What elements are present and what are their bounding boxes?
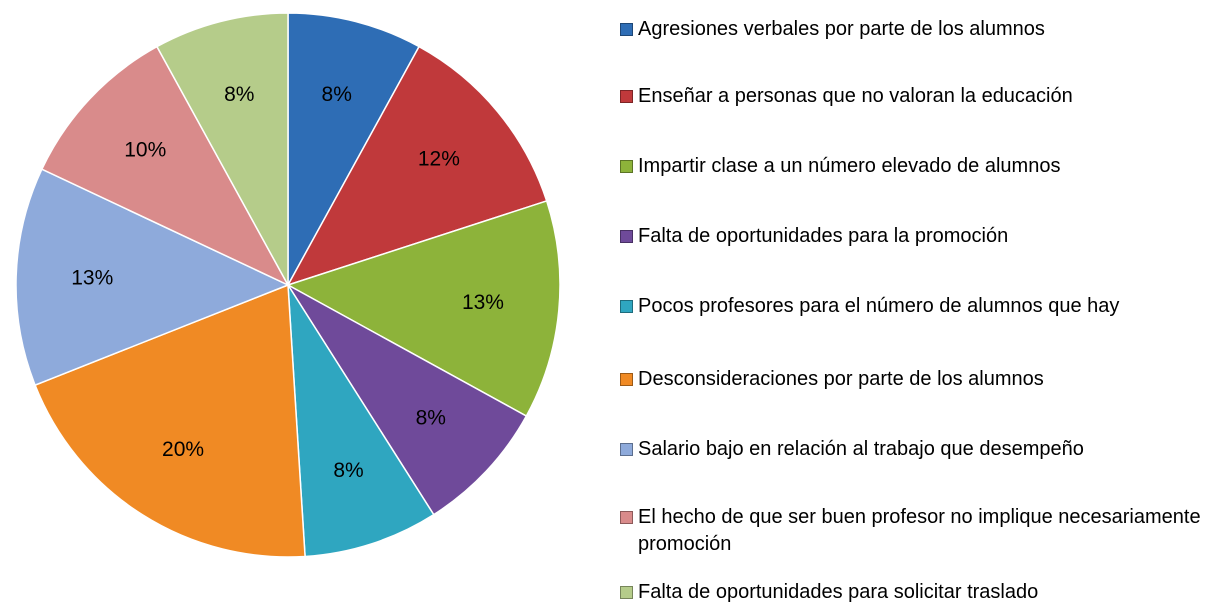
legend-swatch bbox=[620, 511, 633, 524]
legend-swatch bbox=[620, 300, 633, 313]
legend-label: El hecho de que ser buen profesor no imp… bbox=[638, 506, 1201, 555]
pie-slice bbox=[286, 45, 548, 287]
data-label: 8% bbox=[416, 407, 446, 430]
pie-slice bbox=[287, 284, 435, 558]
data-label: 8% bbox=[322, 83, 352, 106]
pie-slice bbox=[155, 12, 289, 286]
legend-item: Falta de oportunidades para la promoción bbox=[620, 223, 1220, 250]
legend-label: Pocos profesores para el número de alumn… bbox=[638, 295, 1120, 317]
legend-swatch bbox=[620, 443, 633, 456]
legend-swatch bbox=[620, 586, 633, 599]
pie-slice bbox=[287, 12, 421, 286]
pie-slice bbox=[34, 283, 306, 558]
chart: 8% 12% 13% 8% 8% 20% 13% 10% 8% bbox=[15, 12, 561, 558]
legend-item: Agresiones verbales por parte de los alu… bbox=[620, 16, 1220, 43]
legend-item: Pocos profesores para el número de alumn… bbox=[620, 293, 1220, 320]
pie-slice bbox=[40, 45, 290, 287]
pie-slice bbox=[15, 168, 290, 387]
legend-swatch bbox=[620, 160, 633, 173]
legend-item: Falta de oportunidades para solicitar tr… bbox=[620, 579, 1220, 606]
data-label: 13% bbox=[71, 266, 113, 289]
data-label: 20% bbox=[162, 438, 204, 461]
data-label: 8% bbox=[224, 83, 254, 106]
legend-label: Salario bajo en relación al trabajo que … bbox=[638, 438, 1084, 460]
data-label: 8% bbox=[333, 459, 363, 482]
legend-item: Desconsideraciones por parte de los alum… bbox=[620, 366, 1220, 393]
data-label: 13% bbox=[462, 291, 504, 314]
legend-label: Desconsideraciones por parte de los alum… bbox=[638, 368, 1044, 390]
legend-item: Impartir clase a un número elevado de al… bbox=[620, 153, 1220, 180]
data-label: 10% bbox=[124, 138, 166, 161]
legend-swatch bbox=[620, 23, 633, 36]
legend-swatch bbox=[620, 373, 633, 386]
legend-item: Enseñar a personas que no valoran la edu… bbox=[620, 83, 1220, 110]
pie-slice bbox=[286, 200, 561, 418]
legend-item: El hecho de que ser buen profesor no imp… bbox=[620, 504, 1220, 558]
legend-label: Falta de oportunidades para solicitar tr… bbox=[638, 581, 1039, 603]
legend-label: Falta de oportunidades para la promoción bbox=[638, 225, 1009, 247]
legend-item: Salario bajo en relación al trabajo que … bbox=[620, 436, 1220, 463]
legend-swatch bbox=[620, 90, 633, 103]
legend-label: Agresiones verbales por parte de los alu… bbox=[638, 18, 1045, 40]
legend-swatch bbox=[620, 230, 633, 243]
data-label: 12% bbox=[418, 148, 460, 171]
pie-slice bbox=[287, 284, 528, 516]
legend-label: Impartir clase a un número elevado de al… bbox=[638, 155, 1061, 177]
legend-label: Enseñar a personas que no valoran la edu… bbox=[638, 85, 1073, 107]
